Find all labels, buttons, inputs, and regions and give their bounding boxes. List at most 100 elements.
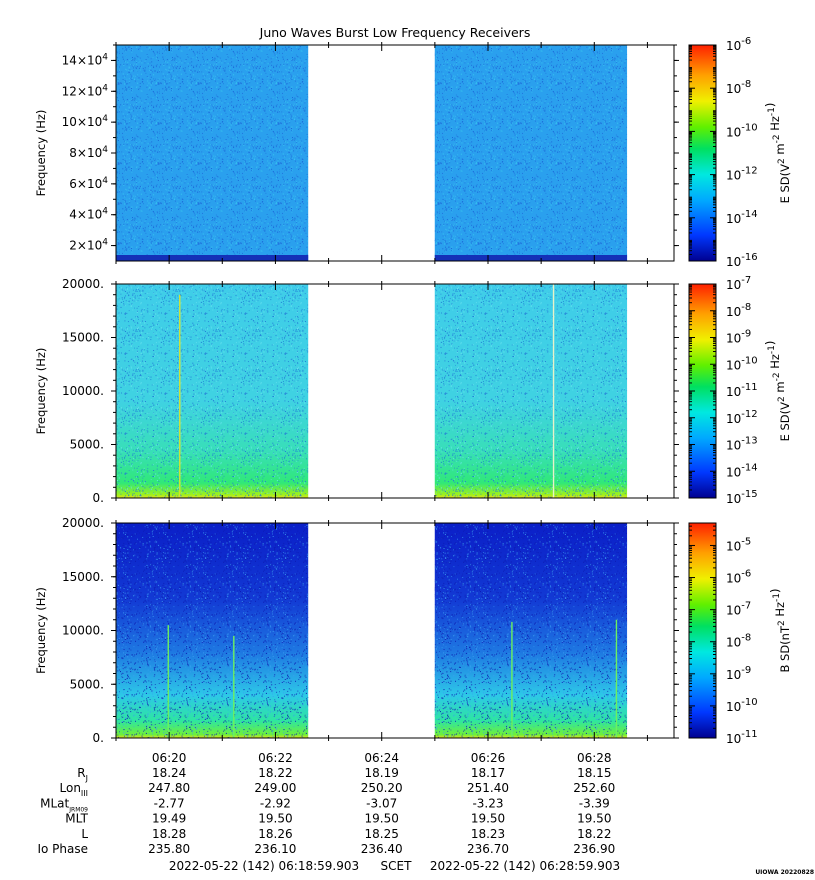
label-text: ) bbox=[763, 341, 777, 346]
colorbar-tick-exponent: -7 bbox=[741, 275, 751, 286]
colorbar-tick-exponent: -12 bbox=[741, 409, 757, 420]
time-range-start: 2022-05-22 (142) 06:18:59.903 bbox=[169, 859, 359, 873]
y-axis-label: Frequency (Hz) bbox=[34, 110, 48, 197]
colorbar-tick-label: 10-15 bbox=[726, 489, 758, 506]
colorbar-tick-label: 10-6 bbox=[726, 569, 751, 586]
ephemeris-label-subscript: III bbox=[81, 789, 88, 798]
y-tick-exponent: 4 bbox=[102, 207, 108, 217]
colorbar-tick-label: 10-6 bbox=[726, 36, 751, 53]
ephemeris-value: 19.50 bbox=[258, 812, 292, 826]
spectrogram-panel-3: 20000. 15000. 10000. 5000. 0. Frequency (Hz) 1… bbox=[34, 516, 792, 746]
colorbar-tick-label: 10-9 bbox=[726, 329, 751, 346]
colorbar-tick-exponent: -14 bbox=[741, 209, 757, 220]
label-exponent: -2 bbox=[772, 134, 782, 143]
y-axis-label: Frequency (Hz) bbox=[34, 587, 48, 674]
colorbar-tick-exponent: -11 bbox=[741, 729, 757, 740]
y-tick-label: 2×104 bbox=[69, 238, 108, 253]
time-tick-label: 06:28 bbox=[577, 751, 612, 765]
y-tick-label: 0. bbox=[93, 491, 104, 505]
ephemeris-value: 18.19 bbox=[365, 766, 399, 780]
colorbar-tick-label: 10-10 bbox=[726, 122, 758, 139]
colorbar-frame bbox=[688, 44, 717, 262]
y-tick-label: 15000. bbox=[62, 570, 104, 584]
time-tick-label: 06:26 bbox=[471, 751, 506, 765]
label-exponent: 2 bbox=[777, 620, 787, 626]
colorbar-label: E SD(V2 m-2 Hz-1) bbox=[763, 103, 792, 204]
ephemeris-label-subscript: JRM09 bbox=[68, 806, 88, 813]
label-text: Hz bbox=[768, 354, 782, 372]
colorbar-tick-label: 10-10 bbox=[726, 697, 758, 714]
colorbar-fill bbox=[689, 45, 716, 261]
label-exponent: 2 bbox=[777, 158, 787, 164]
label-text: ) bbox=[763, 103, 777, 108]
colorbar: 10-7 10-8 10-9 10-10 10-11 10-12 10-13 10-14 10-… bbox=[688, 275, 792, 506]
ephemeris-value: 18.28 bbox=[152, 827, 186, 841]
y-tick-label: 5000. bbox=[70, 677, 104, 691]
colorbar-tick-label: 10-5 bbox=[726, 536, 751, 553]
ephemeris-value: 18.22 bbox=[577, 827, 611, 841]
colorbar-tick-label: 10-11 bbox=[726, 729, 758, 746]
y-tick-label: 20000. bbox=[62, 516, 104, 530]
ephemeris-value: 247.80 bbox=[148, 781, 190, 795]
label-exponent: -1 bbox=[767, 107, 777, 116]
colorbar-tick-exponent: -10 bbox=[741, 355, 757, 366]
colorbar-tick-label: 10-7 bbox=[726, 601, 751, 618]
label-text: Hz bbox=[773, 602, 787, 620]
ephemeris-value: 236.10 bbox=[254, 842, 296, 856]
label-text: m bbox=[773, 381, 787, 396]
y-tick-label: 15000. bbox=[62, 331, 104, 345]
ephemeris-value: 18.23 bbox=[471, 827, 505, 841]
ephemeris-label: Io Phase bbox=[37, 842, 88, 856]
label-exponent: -1 bbox=[772, 593, 782, 602]
ephemeris-value: 236.90 bbox=[573, 842, 615, 856]
ephemeris-value: -3.39 bbox=[579, 796, 610, 810]
y-tick-exponent: 4 bbox=[102, 83, 108, 93]
time-tick-label: 06:24 bbox=[364, 751, 399, 765]
spectrogram-texture bbox=[115, 284, 309, 498]
colorbar-tick-label: 10-8 bbox=[726, 633, 751, 650]
y-tick-label: 4×104 bbox=[69, 207, 108, 222]
y-tick-label: 10000. bbox=[62, 624, 104, 638]
time-tick-label: 06:20 bbox=[152, 751, 187, 765]
colorbar-tick-exponent: -16 bbox=[741, 252, 757, 263]
colorbar-tick-label: 10-7 bbox=[726, 275, 751, 292]
label-text: ) bbox=[768, 588, 782, 593]
ephemeris-value: -3.07 bbox=[366, 796, 397, 810]
colorbar: 10-5 10-6 10-7 10-8 10-9 10-10 10-11 B SD(nT2 H… bbox=[688, 522, 792, 746]
spectrogram-texture bbox=[115, 45, 309, 261]
colorbar-tick-label: 10-11 bbox=[726, 382, 758, 399]
ephemeris-value: 18.26 bbox=[258, 827, 292, 841]
colorbar-tick-exponent: -9 bbox=[741, 329, 751, 340]
spectrogram-panel-2: 20000. 15000. 10000. 5000. 0. Frequency (Hz) 1… bbox=[34, 275, 792, 506]
label-text: E SD(V bbox=[778, 402, 792, 442]
ephemeris-value: 19.50 bbox=[471, 812, 505, 826]
y-tick-label: 0. bbox=[93, 731, 104, 745]
ephemeris-value: 19.49 bbox=[152, 812, 186, 826]
chart-title: Juno Waves Burst Low Frequency Receivers bbox=[259, 25, 531, 40]
colorbar-tick-label: 10-16 bbox=[726, 252, 758, 269]
ephemeris-table: RJ 18.24 18.22 18.19 18.17 18.15 LonIII 247.80 2… bbox=[37, 766, 615, 856]
y-tick-label: 8×104 bbox=[69, 145, 108, 160]
time-axis: 06:20 06:22 06:24 06:26 06:28 bbox=[152, 751, 612, 765]
ephemeris-value: 18.24 bbox=[152, 766, 186, 780]
colorbar-tick-exponent: -8 bbox=[741, 633, 751, 644]
y-axis-label: Frequency (Hz) bbox=[34, 348, 48, 435]
colorbar-label: E SD(V2 m-2 Hz-1) bbox=[763, 341, 792, 442]
y-tick-exponent: 4 bbox=[102, 145, 108, 155]
ephemeris-value: 18.15 bbox=[577, 766, 611, 780]
time-axis-label: SCET bbox=[381, 859, 413, 873]
ephemeris-value: 18.17 bbox=[471, 766, 505, 780]
y-tick-label: 10×104 bbox=[62, 114, 109, 129]
colorbar-tick-label: 10-12 bbox=[726, 166, 758, 183]
colorbar-tick-exponent: -13 bbox=[741, 436, 757, 447]
colorbar-label: B SD(nT2 Hz-1) bbox=[768, 588, 792, 672]
y-tick-label: 6×104 bbox=[69, 176, 108, 191]
colorbar-tick-exponent: -11 bbox=[741, 382, 757, 393]
colorbar-tick-exponent: -15 bbox=[741, 489, 757, 500]
colorbar-frame bbox=[688, 522, 717, 739]
colorbar-tick-label: 10-13 bbox=[726, 436, 758, 453]
ephemeris-value: 235.80 bbox=[148, 842, 190, 856]
ephemeris-value: -2.92 bbox=[260, 796, 291, 810]
colorbar: 10-6 10-8 10-10 10-12 10-14 10-16 E SD(V2 m-2 … bbox=[688, 36, 792, 269]
ephemeris-value: -2.77 bbox=[154, 796, 185, 810]
